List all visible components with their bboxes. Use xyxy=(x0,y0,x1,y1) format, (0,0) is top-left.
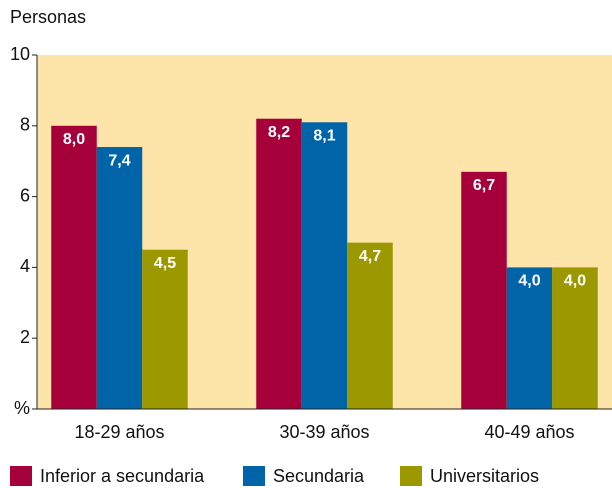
y-tick-label: 2 xyxy=(20,327,30,347)
y-tick-label: 4 xyxy=(20,256,30,276)
value-label: 8,2 xyxy=(268,124,290,141)
value-label: 8,1 xyxy=(313,127,335,144)
value-label: 4,7 xyxy=(359,248,381,265)
value-label: 7,4 xyxy=(108,152,130,169)
value-label: 6,7 xyxy=(473,177,495,194)
bar xyxy=(96,147,143,410)
x-tick-label: 30-39 años xyxy=(279,422,369,442)
bar xyxy=(256,118,302,409)
x-tick-label: 40-49 años xyxy=(484,422,574,442)
legend-swatch xyxy=(400,466,422,486)
value-label: 4,0 xyxy=(518,273,540,290)
y-axis-label: Personas xyxy=(10,7,86,27)
bar xyxy=(506,267,553,409)
y-tick-label: 8 xyxy=(20,115,30,135)
bar xyxy=(552,267,598,409)
value-label: 8,0 xyxy=(63,131,85,148)
legend-label: Universitarios xyxy=(430,466,539,486)
legend-label: Secundaria xyxy=(273,466,365,486)
x-tick-label: 18-29 años xyxy=(74,422,164,442)
bar xyxy=(51,125,97,410)
legend-swatch xyxy=(243,466,265,486)
y-tick-label: 6 xyxy=(20,185,30,205)
bar xyxy=(461,171,507,409)
bar xyxy=(347,242,393,409)
legend-label: Inferior a secundaria xyxy=(40,466,205,486)
bar xyxy=(301,122,348,409)
bar xyxy=(142,249,188,409)
legend-swatch xyxy=(10,466,32,486)
y-tick-label: 10 xyxy=(10,44,30,64)
value-label: 4,5 xyxy=(154,255,176,272)
value-label: 4,0 xyxy=(564,273,586,290)
y-tick-label: % xyxy=(14,398,30,418)
